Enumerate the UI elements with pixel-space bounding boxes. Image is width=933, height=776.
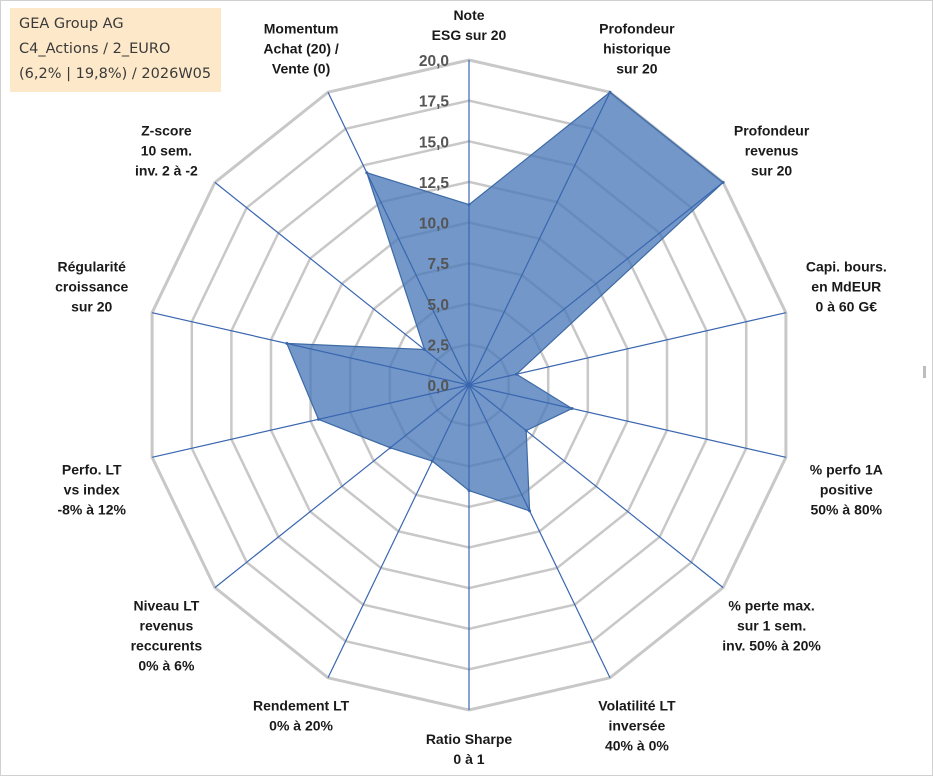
tick-label: 7,5 (427, 256, 449, 273)
axis-label: % perfo 1A positive 50% à 80% (810, 461, 883, 517)
tick-label: 15,0 (419, 134, 449, 151)
axis-spoke (468, 384, 724, 589)
axis-label-line: Vente (0) (272, 61, 330, 77)
axis-spoke (468, 91, 611, 386)
axis-label-line: sur 1 sem. (737, 617, 806, 633)
tick-label: 12,5 (419, 175, 450, 192)
axis-spoke (468, 312, 787, 386)
axis-label-line: inv. 50% à 20% (722, 637, 821, 653)
axis-label-line: Niveau LT (133, 597, 199, 613)
axis-label-line: croissance (55, 279, 128, 295)
axis-spoke (468, 384, 611, 679)
axis-label: Profondeur revenus sur 20 (734, 123, 810, 179)
axis-label-line: Ratio Sharpe (426, 731, 513, 747)
axis-label: Volatilité LT inversée 40% à 0% (598, 697, 676, 753)
axis-label: Régularité croissance sur 20 (55, 259, 128, 315)
axis-spoke (327, 384, 470, 679)
axis-label-line: 0% à 20% (269, 717, 333, 733)
axis-spoke (214, 181, 470, 386)
axis-label: Capi. bours. en MdEUR 0 à 60 G€ (806, 259, 887, 315)
radar-axis-labels: Note ESG sur 20 Profondeur historique sur 20… (55, 7, 887, 767)
radar-tick-labels: 0,0 2,5 5,0 7,5 10,0 12,5 15,0 17,5 20,0 (419, 53, 450, 395)
axis-label-line: % perte max. (728, 597, 814, 613)
axis-label: Note ESG sur 20 (432, 7, 507, 43)
axis-label-line: Achat (20) / (263, 41, 339, 57)
axis-label-line: inversée (608, 717, 665, 733)
radar-spokes (151, 60, 787, 710)
axis-label-line: vs index (64, 481, 120, 497)
axis-label-line: sur 20 (616, 61, 657, 77)
axis-label-line: Profondeur (734, 123, 810, 139)
tick-label: 0,0 (427, 378, 449, 395)
axis-label: Perfo. LT vs index -8% à 12% (57, 461, 126, 517)
axis-spoke (151, 384, 470, 458)
info-box: GEA Group AG C4_Actions / 2_EURO (6,2% |… (10, 8, 221, 92)
axis-label: Profondeur historique sur 20 (599, 21, 675, 77)
axis-label-line: Perfo. LT (62, 461, 122, 477)
tick-label: 17,5 (419, 94, 450, 111)
axis-label-line: 0 à 1 (453, 751, 484, 767)
axis-label-line: sur 20 (751, 163, 792, 179)
axis-label-line: historique (603, 41, 671, 57)
axis-label: Z-score 10 sem. inv. 2 à -2 (135, 123, 198, 179)
axis-label-line: 0% à 6% (138, 657, 195, 673)
axis-label-line: en MdEUR (811, 279, 881, 295)
axis-label-line: -8% à 12% (57, 501, 126, 517)
axis-label: Momentum Achat (20) / Vente (0) (263, 21, 339, 77)
axis-label-line: 10 sem. (141, 143, 192, 159)
axis-label-line: Volatilité LT (598, 697, 676, 713)
axis-label: % perte max. sur 1 sem. inv. 50% à 20% (722, 597, 821, 653)
tick-label: 2,5 (427, 337, 449, 354)
tick-label: 20,0 (419, 53, 449, 70)
axis-label-line: positive (820, 481, 873, 497)
axis-label-line: Momentum (264, 21, 339, 37)
tick-label: 10,0 (419, 216, 449, 233)
info-company-name: GEA Group AG (19, 16, 124, 32)
axis-spoke (151, 312, 470, 386)
axis-label: Niveau LT revenus reccurents 0% à 6% (131, 597, 203, 673)
axis-label-line: Régularité (57, 259, 126, 275)
axis-label: Rendement LT 0% à 20% (253, 697, 350, 733)
scrollbar-thumb[interactable] (923, 366, 926, 378)
axis-label-line: Profondeur (599, 21, 675, 37)
axis-label-line: 0 à 60 G€ (816, 299, 878, 315)
info-stats-week: (6,2% | 19,8%) / 2026W05 (19, 66, 212, 82)
axis-label-line: Z-score (141, 123, 192, 139)
axis-label-line: revenus (140, 617, 194, 633)
axis-label-line: inv. 2 à -2 (135, 163, 198, 179)
axis-label-line: Note (453, 7, 484, 23)
axis-label-line: Capi. bours. (806, 259, 887, 275)
axis-spoke (327, 91, 470, 386)
axis-label-line: 50% à 80% (810, 501, 882, 517)
axis-spoke (468, 181, 724, 386)
axis-label-line: % perfo 1A (810, 461, 883, 477)
axis-spoke (468, 384, 787, 458)
axis-label-line: Rendement LT (253, 697, 350, 713)
vertical-scrollbar[interactable] (921, 3, 927, 771)
info-category: C4_Actions / 2_EURO (19, 41, 171, 57)
axis-label: Ratio Sharpe 0 à 1 (426, 731, 513, 767)
axis-label-line: reccurents (131, 637, 203, 653)
axis-spoke (214, 384, 470, 589)
axis-label-line: revenus (745, 143, 799, 159)
tick-label: 5,0 (427, 297, 449, 314)
axis-label-line: sur 20 (71, 299, 112, 315)
axis-label-line: 40% à 0% (605, 737, 669, 753)
axis-label-line: ESG sur 20 (432, 27, 507, 43)
